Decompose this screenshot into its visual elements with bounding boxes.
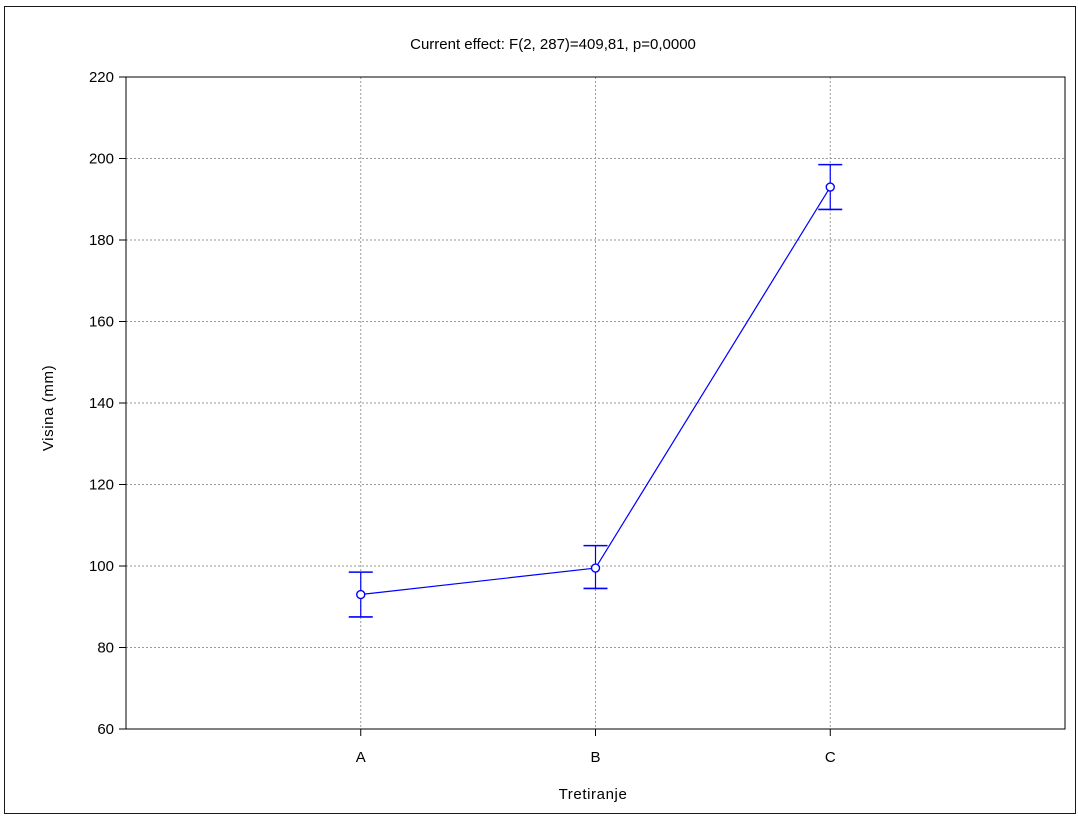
chart-frame: Current effect: F(2, 287)=409,81, p=0,00… [4,6,1076,814]
y-tick-label: 120 [89,477,114,494]
data-point [590,563,601,573]
y-tick-label: 180 [89,232,114,249]
y-tick-label: 100 [89,558,114,575]
y-tick-label: 160 [89,314,114,331]
chart-title: Current effect: F(2, 287)=409,81, p=0,00… [410,36,696,53]
data-point [356,589,366,600]
y-tick-label: 60 [97,721,114,738]
plot-area-border [125,76,1066,730]
x-axis-label: Tretiranje [559,786,628,803]
y-axis-label: Visina (mm) [40,365,57,451]
y-tick-label: 200 [89,151,114,168]
effect-plot: Current effect: F(2, 287)=409,81, p=0,00… [40,36,1066,803]
x-tick-label: B [590,749,600,766]
y-tick-label: 140 [89,395,114,412]
x-tick-label: A [356,749,366,766]
data-point [825,182,835,192]
y-tick-label: 80 [97,640,114,657]
y-tick-label: 220 [89,69,114,86]
x-tick-label: C [825,749,836,766]
